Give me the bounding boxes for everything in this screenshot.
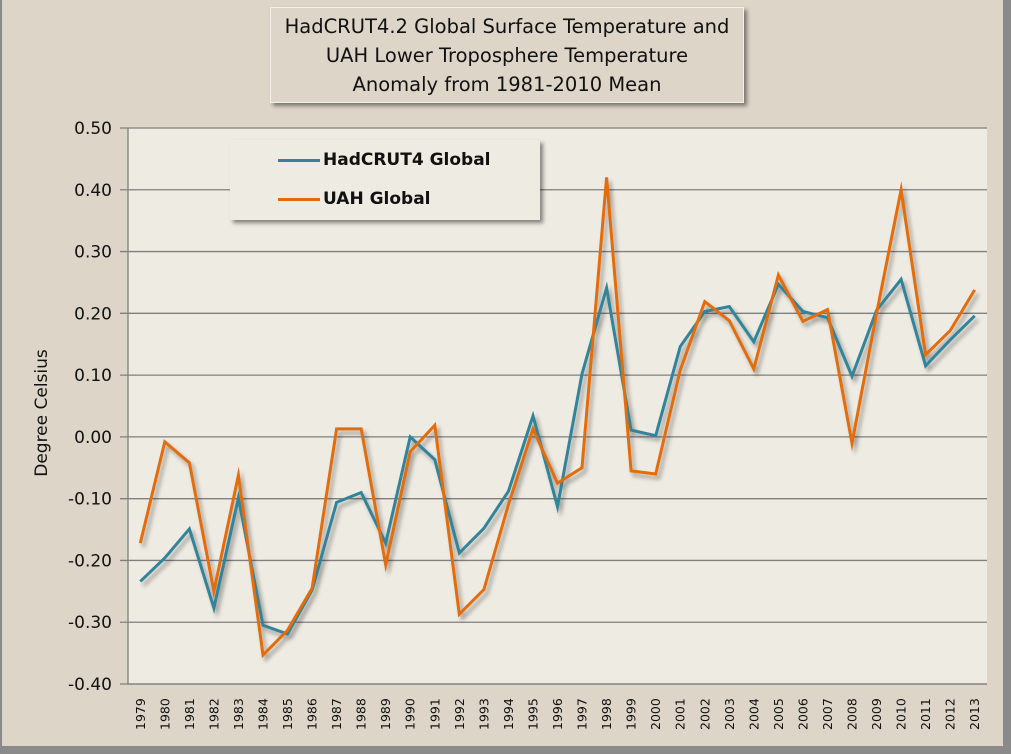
series-line-uah [138, 177, 976, 659]
x-tick-label: 1983 [231, 698, 246, 730]
x-tick-label: 1992 [452, 698, 467, 730]
x-tick-label: 1994 [501, 698, 516, 730]
x-tick-label: 2013 [967, 698, 982, 730]
x-tick-label: 2007 [820, 698, 835, 730]
chart-title-line-1: HadCRUT4.2 Global Surface Temperature an… [284, 15, 730, 38]
x-tick-label: 1986 [305, 698, 320, 730]
legend-label-hadcrut4: HadCRUT4 Global [323, 150, 491, 170]
y-tick-label: 0.20 [74, 304, 112, 324]
y-axis-title: Degree Celsius [32, 349, 52, 477]
y-tick-label: 0.30 [74, 243, 112, 263]
x-tick-label: 1980 [157, 698, 172, 730]
y-tick-label: -0.10 [68, 490, 112, 510]
legend: HadCRUT4 Global UAH Global [230, 140, 540, 220]
chart-title-line-2: UAH Lower Troposphere Temperature [325, 44, 689, 67]
x-tick-label: 2006 [795, 698, 810, 730]
y-tick-label: 0.50 [74, 119, 112, 139]
x-tick-label: 2002 [697, 698, 712, 730]
x-tick-label: 1995 [525, 698, 540, 730]
x-tick-label: 1979 [133, 698, 148, 730]
x-tick-label: 1982 [206, 698, 221, 730]
chart-title-line-3: Anomaly from 1981-2010 Mean [352, 73, 662, 96]
x-tick-label: 2008 [845, 698, 860, 730]
x-tick-label: 1998 [599, 698, 614, 730]
y-tick-label: 0.10 [74, 366, 112, 386]
legend-label-uah: UAH Global [323, 189, 431, 209]
y-tick-label: -0.30 [68, 613, 112, 633]
x-tick-label: 2001 [673, 698, 688, 730]
x-tick-label: 1993 [476, 698, 491, 730]
x-tick-label: 2009 [869, 698, 884, 730]
x-tick-label: 2012 [943, 698, 958, 730]
chart-title: HadCRUT4.2 Global Surface Temperature an… [270, 7, 744, 103]
x-tick-label: 1988 [354, 698, 369, 730]
x-tick-label: 1987 [329, 698, 344, 730]
x-tick-label: 2005 [771, 698, 786, 730]
x-tick-label: 2003 [722, 698, 737, 730]
x-tick-label: 1999 [624, 698, 639, 730]
x-tick-label: 1984 [255, 698, 270, 730]
y-tick-label: 0.00 [74, 428, 112, 448]
y-tick-label: 0.40 [74, 181, 112, 201]
x-tick-label: 1991 [427, 698, 442, 730]
legend-item-uah: UAH Global [278, 187, 431, 211]
x-tick-label: 2010 [894, 698, 909, 730]
y-tick-label: -0.20 [68, 551, 112, 571]
legend-item-hadcrut4: HadCRUT4 Global [278, 148, 491, 172]
x-tick-label: 1981 [182, 698, 197, 730]
x-tick-label: 1990 [403, 698, 418, 730]
x-tick-label: 1985 [280, 698, 295, 730]
x-tick-label: 1989 [378, 698, 393, 730]
legend-swatch-uah [278, 197, 320, 201]
y-tick-label: -0.40 [68, 675, 112, 695]
x-tick-label: 2004 [746, 698, 761, 730]
x-tick-label: 1996 [550, 698, 565, 730]
legend-swatch-hadcrut4 [278, 158, 320, 162]
x-tick-label: 2000 [648, 698, 663, 730]
x-tick-label: 2011 [918, 698, 933, 730]
x-tick-label: 1997 [575, 698, 590, 730]
